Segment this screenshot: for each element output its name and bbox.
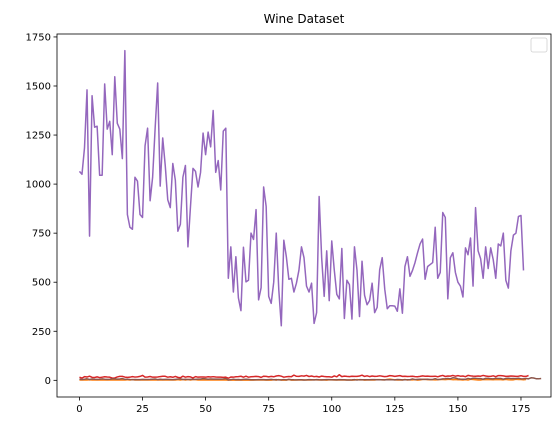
x-tick-label: 125: [385, 404, 404, 415]
plot-frame: [56, 33, 552, 398]
x-tick-label: 150: [448, 404, 467, 415]
series-layer: [78, 49, 542, 381]
y-tick-label: 1000: [26, 180, 51, 191]
y-tick-label: 1500: [26, 81, 51, 92]
x-axis-ticks: 0 25 50 75 100 125 150 175: [76, 397, 531, 415]
y-tick-label: 500: [32, 278, 51, 289]
x-tick-label: 100: [322, 404, 341, 415]
x-tick-label: 50: [199, 404, 212, 415]
x-tick-label: 25: [136, 404, 149, 415]
series-line-1: [78, 49, 525, 327]
chart-title: Wine Dataset: [264, 12, 345, 26]
y-axis-ticks: 0 250 500 750 1000 1250 1500 1750: [26, 32, 57, 387]
y-tick-label: 1250: [26, 131, 51, 142]
series-line-4: [79, 377, 542, 381]
y-tick-label: 250: [32, 327, 51, 338]
x-tick-label: 75: [262, 404, 275, 415]
y-tick-label: 750: [32, 229, 51, 240]
legend-box: [530, 37, 548, 53]
y-tick-label: 0: [45, 376, 51, 387]
x-tick-label: 0: [76, 404, 82, 415]
series-line-3: [79, 373, 529, 379]
x-tick-label: 175: [511, 404, 530, 415]
y-tick-label: 1750: [26, 32, 51, 43]
